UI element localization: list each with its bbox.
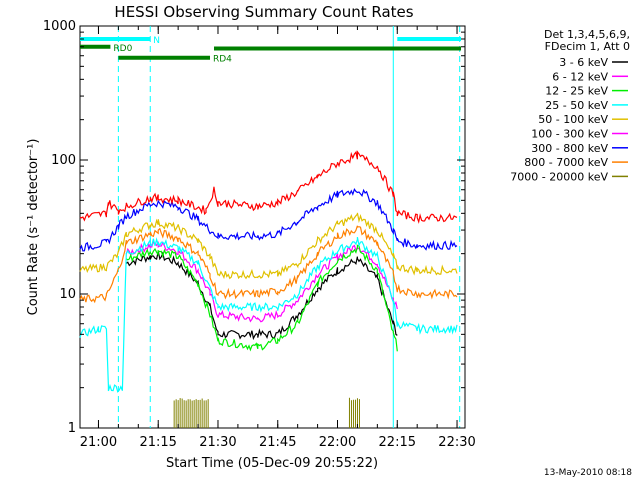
legend-label-5: 100 - 300 keV xyxy=(531,128,608,141)
x-tick-label-0: 21:00 xyxy=(80,435,117,450)
y-axis-label: Count Rate (s⁻¹ detector⁻¹) xyxy=(26,139,41,316)
y-tick-label-1: 10 xyxy=(59,287,76,302)
legend-label-0: 3 - 6 keV xyxy=(559,56,608,69)
legend-label-6: 300 - 800 keV xyxy=(531,142,608,155)
x-axis-ticks: 21:00 21:15 21:30 21:45 22:00 22:15 22:30 xyxy=(80,26,476,450)
x-tick-label-1: 21:15 xyxy=(139,435,176,450)
legend-label-3: 25 - 50 keV xyxy=(545,99,608,112)
vertical-markers xyxy=(117,26,461,428)
legend-label-8: 7000 - 20000 keV xyxy=(510,170,608,183)
legend-label-2: 12 - 25 keV xyxy=(545,85,608,98)
timestamp: 13-May-2010 08:18 xyxy=(544,468,632,478)
y-tick-label-0: 1 xyxy=(68,421,76,436)
legend-header-1: FDecim 1, Att 0 xyxy=(545,40,630,53)
x-tick-label-6: 22:30 xyxy=(438,435,475,450)
y-tick-label-3: 1000 xyxy=(43,19,76,34)
series-line-4 xyxy=(79,212,458,280)
series-line-6 xyxy=(79,187,458,252)
y-axis-ticks: 1 10 100 1000 xyxy=(43,19,465,436)
series-line-9 xyxy=(79,150,458,224)
legend: Det 1,3,4,5,6,9,FDecim 1, Att 0 3 - 6 keV… xyxy=(510,28,630,183)
series-line-1 xyxy=(125,240,398,323)
flag-label-2: RD4 xyxy=(213,55,232,65)
y-tick-label-2: 100 xyxy=(51,153,76,168)
series-lines xyxy=(79,150,458,428)
flag-label-1: RD0 xyxy=(113,44,132,54)
x-tick-label-3: 21:45 xyxy=(259,435,296,450)
series-line-7 xyxy=(79,225,458,304)
x-axis-label: Start Time (05-Dec-09 20:55:22) xyxy=(166,456,378,471)
series-line-0 xyxy=(125,251,398,341)
legend-label-4: 50 - 100 keV xyxy=(538,113,608,126)
flag-label-0: N xyxy=(153,36,160,46)
series-line-3 xyxy=(79,236,458,393)
plot-area xyxy=(79,25,466,429)
legend-header-0: Det 1,3,4,5,6,9, xyxy=(544,28,630,41)
x-tick-label-4: 22:00 xyxy=(319,435,356,450)
x-tick-label-2: 21:30 xyxy=(199,435,236,450)
x-tick-label-5: 22:15 xyxy=(379,435,416,450)
flag-bars: N RD0 RD4 xyxy=(80,36,462,65)
chart-title: HESSI Observing Summary Count Rates xyxy=(114,3,413,21)
series-line-2 xyxy=(125,244,398,352)
legend-label-1: 6 - 12 keV xyxy=(552,70,608,83)
legend-label-7: 800 - 7000 keV xyxy=(524,156,608,169)
